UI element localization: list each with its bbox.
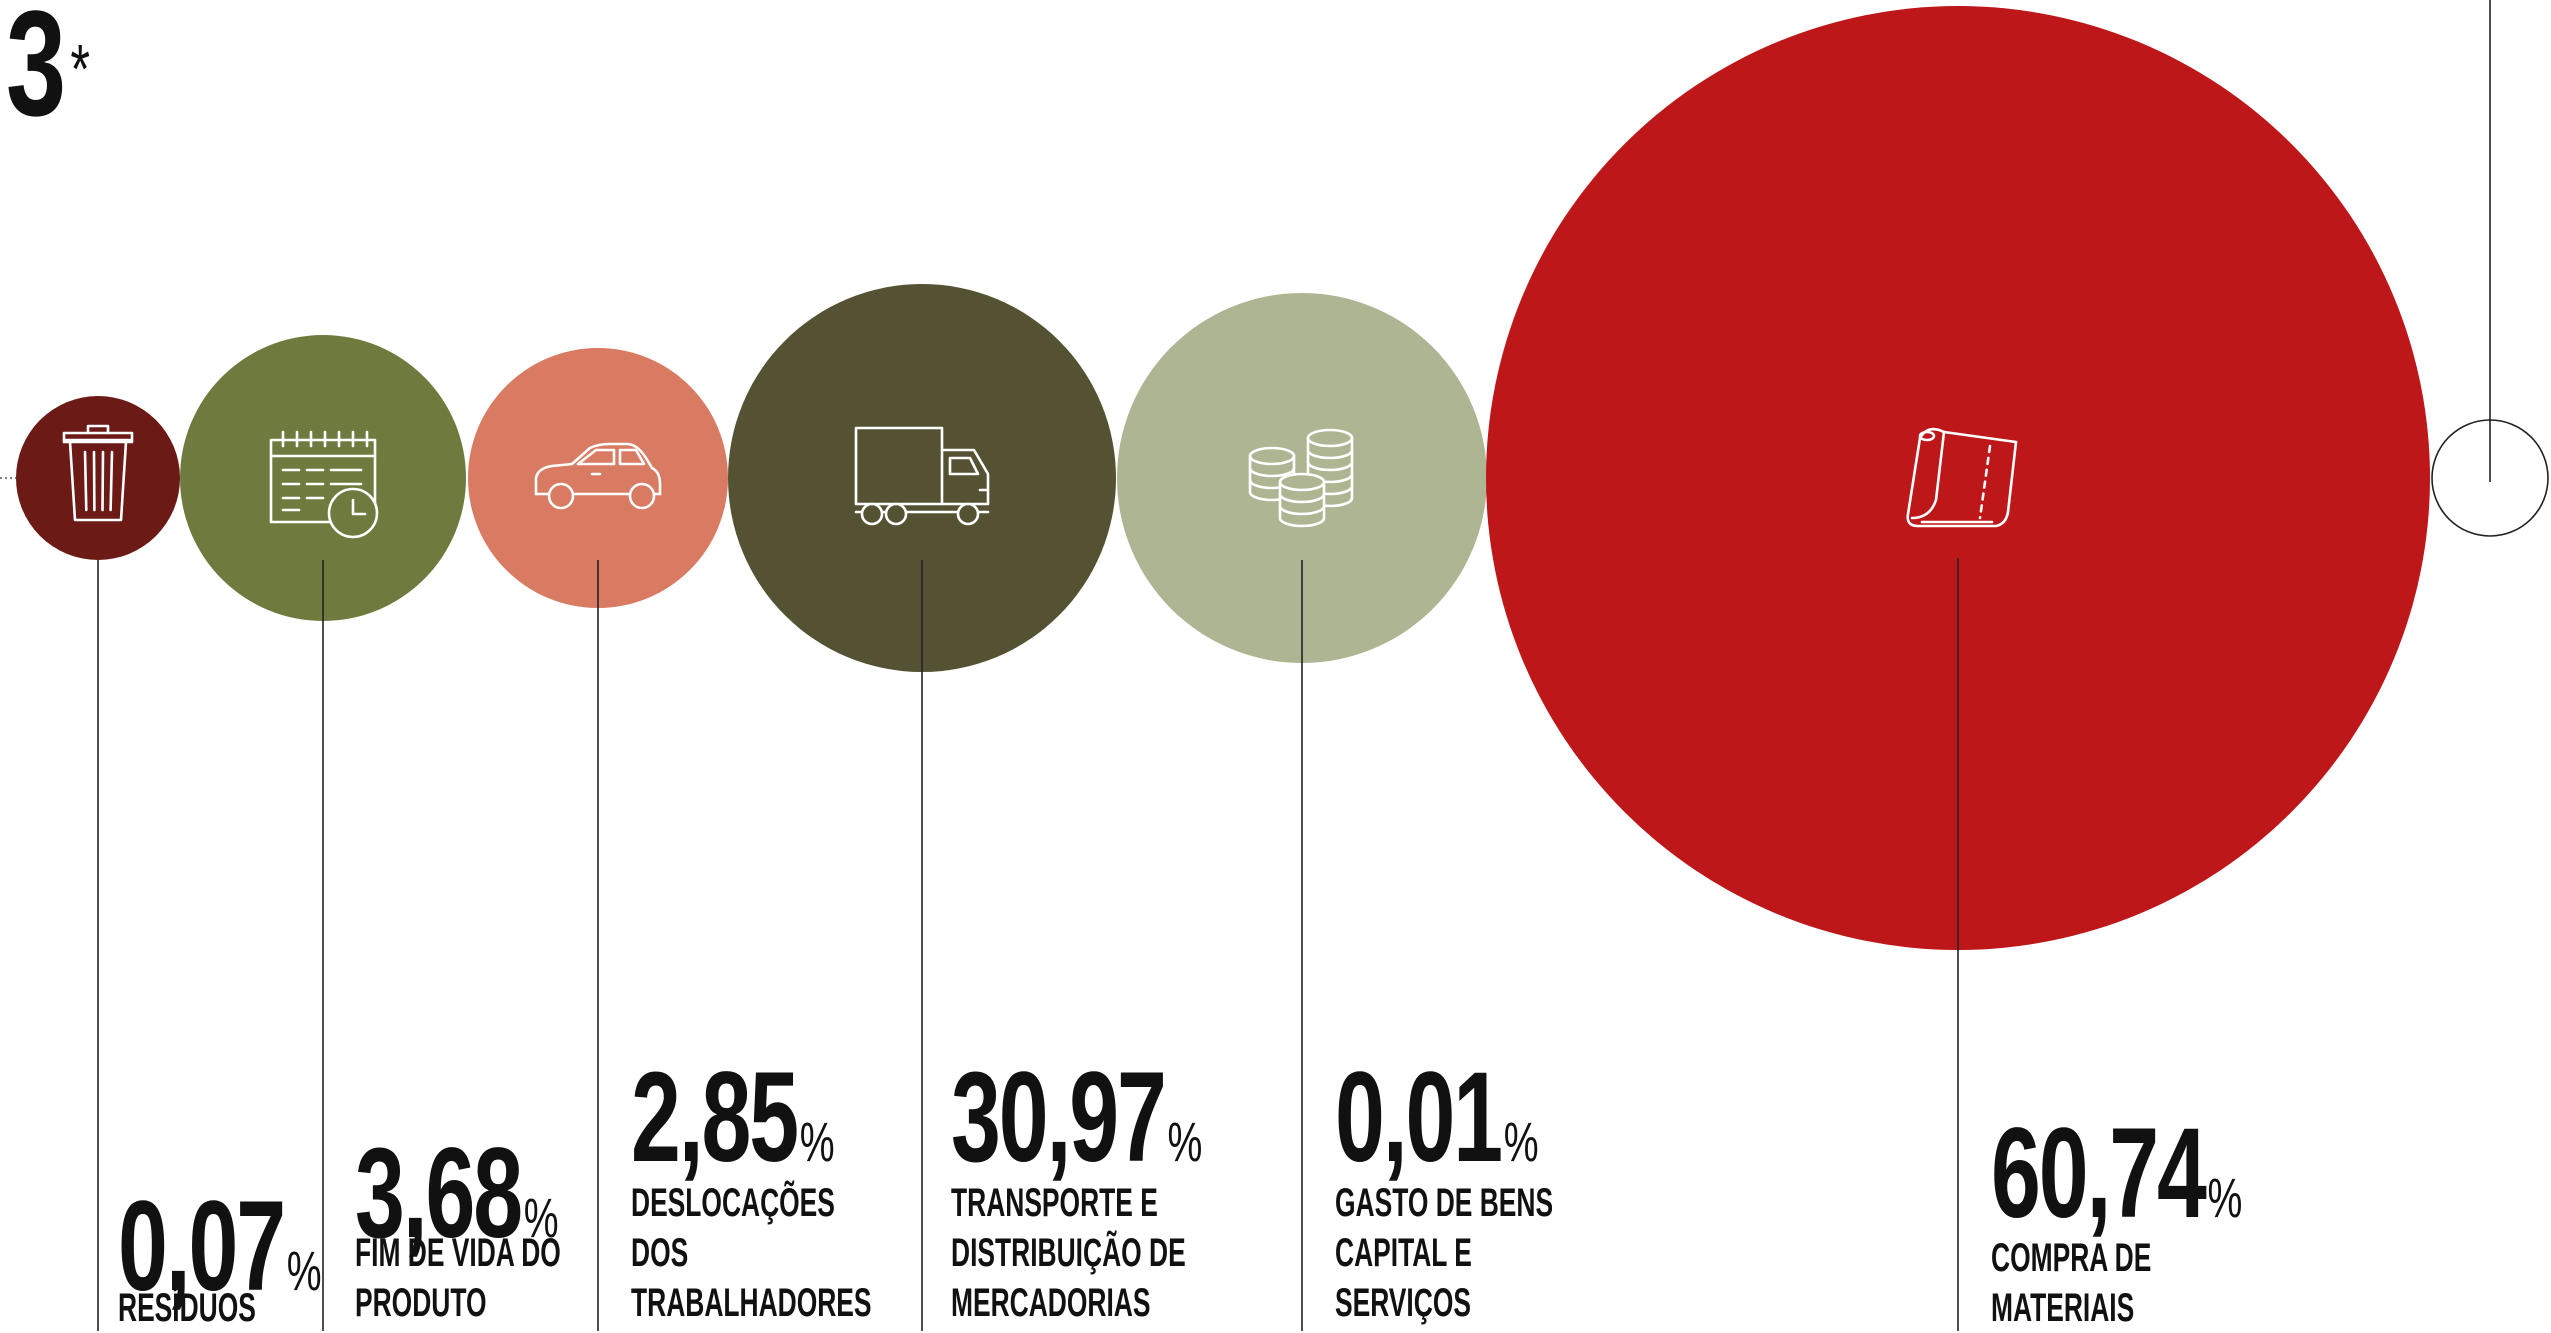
- category-label-line: TRANSPORTE E: [951, 1178, 1186, 1228]
- value-unit: %: [2208, 1166, 2243, 1229]
- category-label-line: DESLOCAÇÕES: [631, 1178, 872, 1228]
- category-label-residuos: RESÍDUOS: [118, 1283, 256, 1333]
- category-label-line: SERVIÇOS: [1335, 1278, 1553, 1328]
- category-label-line: RESÍDUOS: [118, 1283, 256, 1333]
- category-label-line: MERCADORIAS: [951, 1278, 1186, 1328]
- category-label-line: DISTRIBUIÇÃO DE: [951, 1228, 1186, 1278]
- category-label-line: DOS: [631, 1228, 872, 1278]
- value-number: 2,85: [631, 1046, 797, 1189]
- value-unit: %: [800, 1110, 835, 1173]
- category-label-line: CAPITAL E: [1335, 1228, 1553, 1278]
- category-label-line: GASTO DE BENS: [1335, 1178, 1553, 1228]
- value-unit: %: [287, 1239, 322, 1302]
- bubble-residuos: [16, 396, 180, 560]
- value-number: 0,01: [1335, 1046, 1501, 1189]
- value-unit: %: [1168, 1110, 1203, 1173]
- value-label-compra-materiais: 60,74%: [1991, 1110, 2242, 1238]
- value-label-transporte: 30,97%: [951, 1054, 1202, 1182]
- value-unit: %: [1504, 1110, 1539, 1173]
- category-label-line: PRODUTO: [355, 1278, 561, 1328]
- category-label-line: TRABALHADORES: [631, 1278, 872, 1328]
- value-label-deslocacoes: 2,85%: [631, 1054, 835, 1182]
- value-label-gasto-bens: 0,01%: [1335, 1054, 1539, 1182]
- value-number: 30,97: [951, 1046, 1165, 1189]
- category-label-line: COMPRA DE: [1991, 1233, 2151, 1283]
- category-label-line: FIM DE VIDA DO: [355, 1228, 561, 1278]
- value-number: 60,74: [1991, 1102, 2205, 1245]
- category-label-line: MATERIAIS: [1991, 1283, 2151, 1333]
